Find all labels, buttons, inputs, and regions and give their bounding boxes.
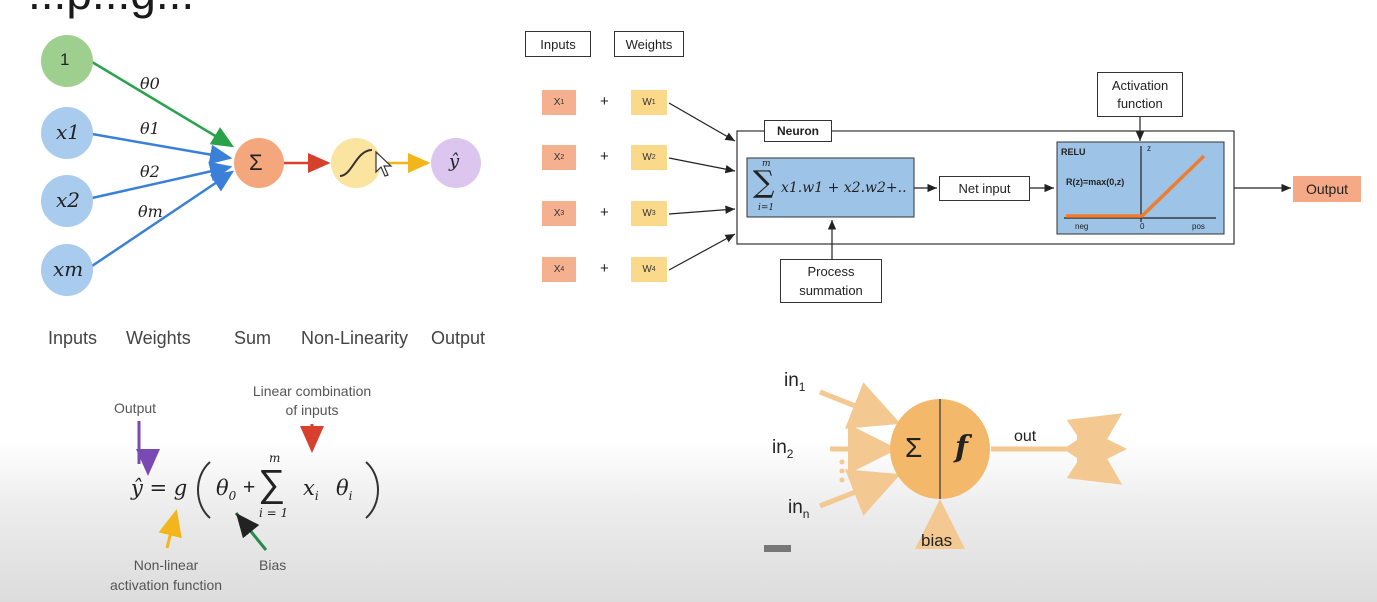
weight-theta2: θ2 [140, 162, 160, 181]
label-non-linearity: Non-Linearity [301, 328, 409, 348]
relu-neg-label: neg [1075, 222, 1089, 231]
formula-linear-label: Linear combination of inputs [252, 383, 372, 418]
label-sum: Sum [234, 328, 272, 348]
bottom-shade [0, 440, 1377, 602]
relu-formula: R(z)=max(0,z) [1066, 177, 1125, 187]
bias-arrow [234, 512, 268, 551]
simple-f-symbol: f [955, 430, 968, 465]
formula-bias-label: Bias [259, 557, 287, 573]
inputs-header: Inputs [525, 31, 591, 57]
weight-theta1: θ1 [140, 119, 160, 138]
input-node-xm [41, 244, 93, 296]
perceptron-arrows [91, 60, 431, 268]
summation-box [746, 157, 915, 218]
summation-sigma: ∑ [753, 165, 775, 200]
activation-function-box: Activation function [1097, 72, 1183, 117]
relu-curve [1066, 154, 1206, 218]
formula-theta0: θ0 [216, 476, 237, 504]
label-output: Output [431, 328, 486, 348]
simple-out-label: out [1014, 428, 1037, 445]
bias-node [41, 35, 93, 87]
input-node-x2 [41, 175, 93, 227]
simple-in2-label: in2 [772, 437, 794, 461]
simple-in1-label: in1 [784, 370, 806, 394]
formula-output-label: Output [114, 400, 157, 416]
output-box: Output [1293, 176, 1361, 202]
input-node-x1 [41, 107, 93, 159]
formula-sum-bottom: i = 1 [259, 506, 289, 520]
slide-title-fragment: ...p...g... [28, 0, 194, 20]
relu-pos-label: pos [1192, 222, 1205, 231]
net-input-box: Net input [939, 176, 1030, 201]
formula-sum-top: m [269, 451, 281, 465]
output-symbol: ŷ [449, 151, 460, 172]
weights-header: Weights [614, 31, 684, 57]
left-paren [197, 461, 211, 519]
sigmoid-curve-icon [339, 149, 373, 177]
summation-bottom: i=1 [758, 203, 775, 213]
simple-sum-symbol: Σ [905, 432, 923, 463]
x2-weight-arrow [91, 161, 233, 200]
xm-weight-arrow [91, 170, 235, 268]
plus-2: + [600, 148, 609, 165]
bias-weight-arrow [91, 60, 235, 148]
neuron-label: Neuron [764, 120, 832, 142]
formula-plus: + [243, 476, 256, 499]
input-node-x1-label: x1 [56, 120, 81, 144]
relu-title: RELU [1061, 147, 1086, 157]
summation-top: m [762, 159, 771, 169]
weight-thetam: θm [138, 202, 163, 221]
input-node-xm-label: xm [53, 257, 84, 281]
weight-theta0: θ0 [140, 74, 160, 93]
relu-z-label: z [1147, 144, 1151, 153]
nonlinear-arrow [158, 509, 182, 549]
weight-to-neuron-arrows [668, 102, 736, 271]
formula-thetai: θi [336, 476, 353, 504]
simple-bias-label: bias [921, 531, 953, 550]
summation-formula: x1.w1 + x2.w2+.. [781, 180, 907, 196]
small-gray-mark [764, 545, 791, 552]
sum-node [234, 138, 284, 188]
cursor-icon [375, 150, 393, 177]
label-inputs: Inputs [48, 328, 98, 348]
output-node [431, 138, 481, 188]
plus-4: + [600, 260, 609, 277]
formula-sigma: ∑ [258, 463, 286, 505]
x1-weight-arrow [91, 132, 233, 165]
formula-nonlinear-label: Non-linear activation function [109, 557, 223, 593]
simple-inn-label: inn [788, 497, 810, 521]
input-node-x2-label: x2 [56, 188, 81, 212]
simple-neuron-inputs [819, 382, 1127, 549]
plus-3: + [600, 204, 609, 221]
sum-symbol: Σ [249, 150, 263, 175]
plus-1: + [600, 93, 609, 110]
relu-zero-label: 0 [1140, 222, 1145, 231]
bias-node-label: 1 [60, 50, 70, 69]
formula-lhs: ŷ = g [131, 476, 188, 500]
formula-xi: xi [303, 476, 319, 504]
right-paren [365, 461, 379, 519]
process-summation-box: Process summation [780, 259, 882, 303]
input-dots [839, 459, 845, 483]
nonlinearity-node [331, 138, 381, 188]
label-weights: Weights [126, 328, 191, 348]
